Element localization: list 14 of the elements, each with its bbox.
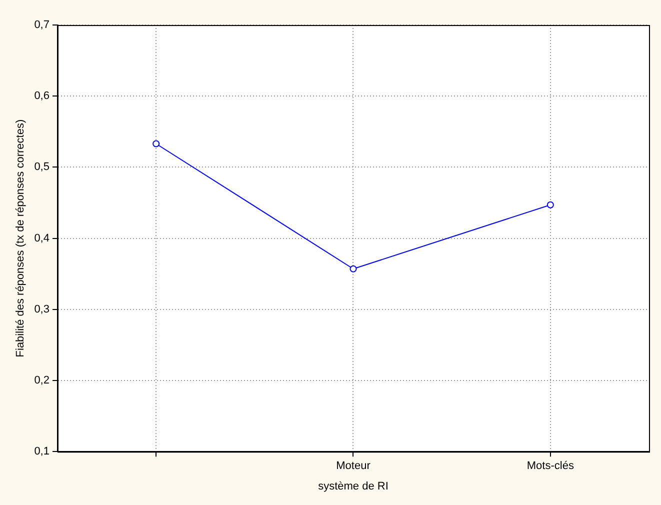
point xyxy=(546,201,554,208)
y-tick-label: 0,6 xyxy=(34,90,50,102)
y-axis-title: Fiabilité des réponses (tx de réponses correctes) xyxy=(14,119,27,358)
y-tick-label: 0,7 xyxy=(34,19,50,32)
y-tick-label: 0,1 xyxy=(34,446,50,458)
y-tick-label: 0,5 xyxy=(34,161,50,174)
y-tick-label: 0,3 xyxy=(34,303,50,316)
x-axis-title: système de RI xyxy=(318,480,388,492)
point xyxy=(350,265,357,272)
x-tick-label: Mots-clés xyxy=(526,460,574,472)
y-tick-label: 0,2 xyxy=(34,374,50,387)
x-tick-label: Moteur xyxy=(336,460,371,472)
y-tick-label: 0,4 xyxy=(34,232,50,244)
point xyxy=(152,140,160,148)
